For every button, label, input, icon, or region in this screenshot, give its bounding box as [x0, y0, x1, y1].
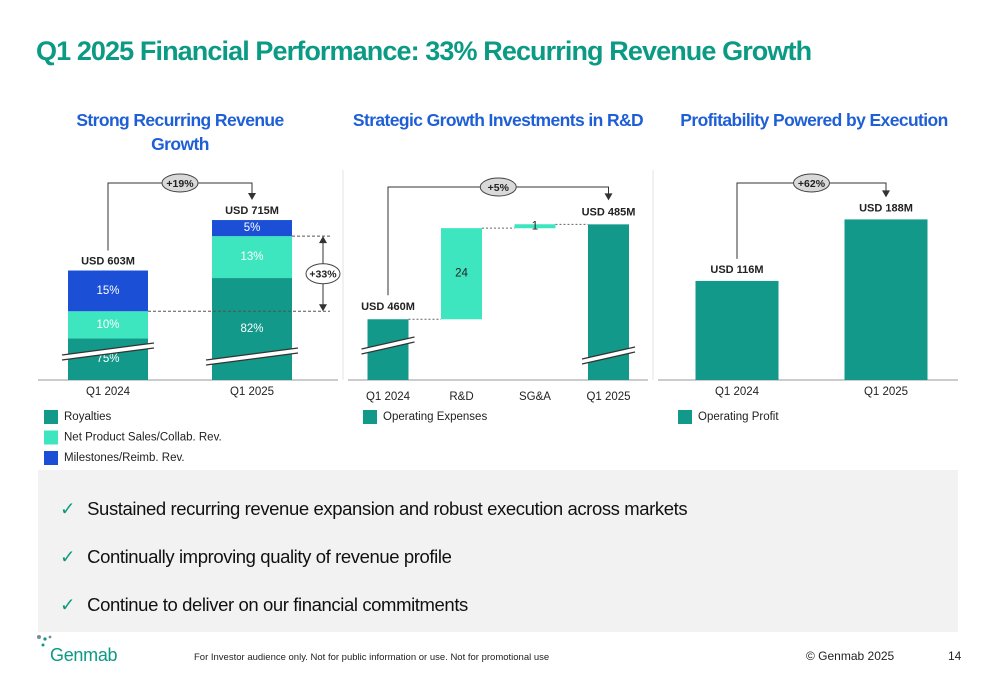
x-tick-label: Q1 2024 — [366, 391, 411, 403]
chart-title: Profitability Powered by Execution — [680, 110, 948, 130]
axis-break — [61, 342, 155, 356]
axis-break — [62, 343, 154, 360]
segment-label: 75% — [96, 353, 119, 365]
legend-label: Net Product Sales/Collab. Rev. — [64, 432, 222, 444]
growth-badge — [793, 173, 830, 193]
legend-swatch — [44, 451, 58, 465]
growth-badge — [479, 177, 517, 197]
legend-swatch — [363, 410, 377, 424]
axis-break — [581, 351, 636, 365]
axis-break — [361, 336, 415, 350]
arrow-head — [319, 236, 327, 244]
bullet: Sustained recurring revenue expansion an… — [60, 498, 688, 520]
segment-label: 13% — [240, 251, 263, 263]
logo: Genmab — [50, 645, 118, 665]
bar — [844, 219, 928, 380]
copyright: © Genmab 2025 — [806, 649, 895, 663]
growth-label: +19% — [166, 178, 194, 190]
legend-swatch — [44, 410, 58, 424]
axis-break — [205, 347, 299, 361]
growth-label: +62% — [798, 178, 826, 190]
value-label: USD 188M — [859, 202, 913, 214]
growth-badge — [305, 263, 341, 285]
x-tick-label: Q1 2024 — [86, 386, 131, 398]
axis-break — [581, 346, 636, 360]
x-tick-label: Q1 2024 — [715, 386, 760, 398]
segment-label: 82% — [240, 323, 263, 335]
total-label: USD 485M — [582, 206, 636, 218]
axis-break — [61, 347, 155, 361]
chart-title: Strategic Growth Investments in R&D — [352, 110, 644, 130]
arrow-head — [882, 190, 890, 198]
axis-break — [205, 352, 299, 366]
growth-bracket — [387, 186, 609, 296]
bullet: Continually improving quality of revenue… — [60, 546, 452, 568]
legend-label: Operating Profit — [698, 411, 779, 423]
bar-segment — [68, 270, 148, 312]
legend-label: Operating Expenses — [383, 411, 487, 423]
page-number: 14 — [948, 649, 962, 663]
legend-label: Milestones/Reimb. Rev. — [64, 452, 185, 464]
disclaimer: For Investor audience only. Not for publ… — [194, 652, 550, 663]
value-label: USD 116M — [710, 264, 763, 276]
axis-break — [361, 341, 415, 355]
axis-break — [361, 337, 415, 354]
growth-badge — [161, 173, 199, 193]
arrow-head — [319, 304, 327, 312]
x-tick-label: SG&A — [519, 391, 551, 403]
bar-segment — [212, 220, 292, 237]
x-tick-label: Q1 2025 — [586, 391, 630, 403]
arrow-head — [248, 193, 256, 201]
segment-label: 5% — [244, 222, 261, 234]
delta-label: 1 — [532, 220, 538, 232]
arrow-head — [604, 193, 613, 201]
total-label: USD 715M — [225, 205, 279, 217]
legend-swatch — [44, 430, 58, 445]
x-tick-label: Q1 2025 — [864, 386, 908, 398]
delta-bar — [441, 228, 482, 320]
bar-segment — [212, 236, 292, 279]
chart-title: Strong Recurring Revenue Growth — [76, 110, 284, 154]
axis-break — [582, 347, 635, 364]
x-tick-label: Q1 2025 — [230, 386, 274, 398]
delta-label: 24 — [455, 268, 468, 280]
growth-label: +5% — [488, 182, 510, 194]
delta-bar — [514, 224, 556, 229]
bar — [695, 280, 779, 380]
total-label: USD 603M — [81, 255, 135, 267]
bullet: Continue to deliver on our financial com… — [60, 594, 468, 616]
slide-title: Q1 2025 Financial Performance: 33% Recur… — [36, 36, 812, 66]
bar-segment — [68, 311, 148, 339]
growth-label: +33% — [309, 268, 337, 280]
charts: 75% 10% 15% USD 603M Q1 2024 82% 13% 5% USD 715M… — [38, 170, 958, 465]
total-label: USD 460M — [361, 301, 415, 313]
segment-label: 15% — [96, 285, 119, 297]
logo-dots — [37, 635, 52, 647]
segment-label: 10% — [96, 319, 119, 331]
legend-label: Royalties — [64, 411, 112, 423]
axis-break — [206, 348, 298, 365]
x-tick-label: R&D — [449, 391, 473, 403]
legend-swatch — [678, 410, 692, 424]
